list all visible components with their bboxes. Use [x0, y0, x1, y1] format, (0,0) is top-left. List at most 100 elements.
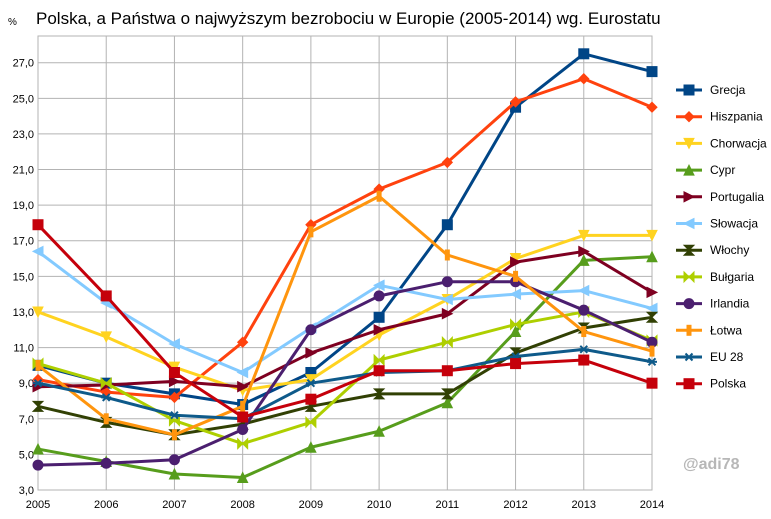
legend-label: Irlandia	[710, 297, 750, 311]
data-point	[168, 391, 181, 404]
data-point	[510, 358, 522, 370]
data-point	[441, 293, 453, 306]
data-point	[373, 353, 385, 367]
y-tick-label: 15,0	[13, 271, 34, 283]
data-point	[32, 442, 44, 455]
y-tick-label: 25,0	[13, 93, 34, 105]
y-tick-label: 13,0	[13, 307, 34, 319]
data-point	[373, 323, 386, 336]
data-point	[577, 254, 590, 266]
series-line	[36, 223, 653, 419]
data-point	[237, 411, 249, 423]
series-line	[37, 280, 653, 467]
legend-item: Włochy	[676, 243, 749, 257]
data-point	[236, 471, 249, 484]
y-tick-label: 19,0	[13, 200, 34, 212]
data-point	[31, 245, 44, 258]
data-point	[31, 400, 45, 412]
legend-label: Portugalia	[710, 190, 764, 204]
data-point	[649, 345, 655, 357]
data-point	[308, 226, 314, 238]
data-point	[578, 73, 590, 85]
series-line	[37, 52, 653, 407]
legend-item: EU 28	[676, 350, 744, 364]
legend-item: Cypr	[676, 163, 735, 177]
series-line	[37, 233, 652, 392]
series-włochy	[31, 311, 659, 441]
legend-label: Chorwacja	[710, 136, 767, 150]
legend-marker	[683, 137, 695, 150]
x-tick-label: 2013	[572, 499, 596, 511]
y-tick-label: 5,0	[19, 449, 34, 461]
data-point	[373, 311, 385, 323]
data-point	[441, 307, 454, 320]
legend: Grecja Hiszpania Chorwacja Cypr Portugalia Sł…	[669, 75, 769, 405]
legend-frame	[669, 75, 769, 405]
plot-area	[37, 35, 653, 491]
series-line	[37, 250, 653, 374]
series-polska	[32, 219, 658, 423]
data-point	[168, 467, 181, 480]
series-line	[37, 255, 653, 480]
data-point	[101, 393, 112, 402]
data-point	[373, 365, 385, 377]
x-tick-label: 2011	[436, 499, 460, 511]
legend-marker	[686, 324, 692, 336]
data-point	[509, 96, 522, 108]
y-tick-label: 3,0	[19, 485, 34, 497]
series-hiszpania	[32, 73, 658, 404]
data-point	[441, 156, 454, 169]
data-point	[168, 338, 180, 350]
y-axis-label: %	[8, 17, 17, 28]
x-tick-label: 2010	[367, 499, 391, 511]
legend-item: Chorwacja	[676, 136, 767, 150]
legend-item: Grecja	[676, 83, 746, 97]
data-point	[236, 336, 249, 348]
data-point	[100, 331, 113, 344]
data-point	[237, 437, 249, 450]
watermark: @adi78	[683, 456, 740, 473]
data-point	[305, 416, 317, 429]
data-point	[100, 457, 112, 469]
legend-item: Portugalia	[676, 190, 764, 204]
data-point	[581, 326, 587, 338]
x-tick-label: 2006	[94, 499, 118, 511]
chart-title: Polska, a Państwa o najwyższym bezroboci…	[36, 9, 661, 28]
legend-label: Włochy	[710, 243, 749, 257]
data-point	[578, 354, 590, 366]
data-point	[372, 388, 386, 400]
data-point	[645, 311, 659, 323]
series-grecja	[32, 48, 658, 411]
data-point	[33, 378, 43, 388]
data-point	[32, 459, 44, 471]
data-point	[169, 411, 180, 420]
data-point	[305, 324, 317, 336]
y-tick-label: 27,0	[13, 58, 34, 70]
data-point	[510, 318, 522, 331]
data-point	[578, 304, 590, 316]
data-point	[578, 245, 590, 258]
legend-marker	[683, 270, 695, 284]
legend-marker	[683, 163, 695, 176]
x-tick-label: 2005	[26, 499, 50, 511]
data-point	[509, 325, 522, 338]
legend-label: EU 28	[710, 350, 744, 364]
legend-marker	[684, 352, 694, 362]
data-point	[646, 66, 658, 78]
series-cypr	[32, 250, 658, 484]
data-point	[577, 229, 590, 242]
x-tick-label: 2014	[640, 499, 664, 511]
legend-item: Hiszpania	[676, 110, 763, 124]
data-point	[578, 48, 590, 60]
data-point	[441, 388, 454, 400]
data-point	[240, 400, 246, 412]
data-point	[32, 219, 44, 231]
y-tick-label: 11,0	[13, 343, 34, 355]
data-point	[100, 290, 112, 302]
legend-marker	[683, 298, 695, 310]
legend-label: Bułgaria	[710, 270, 754, 284]
data-point	[100, 376, 112, 390]
series-line	[37, 347, 653, 421]
data-point	[577, 284, 590, 297]
series-layer	[31, 48, 659, 484]
